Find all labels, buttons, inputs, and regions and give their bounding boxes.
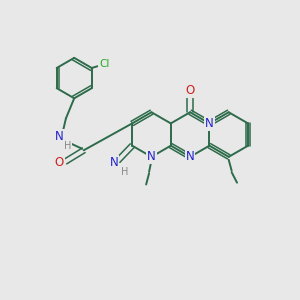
Text: N: N: [110, 156, 118, 169]
Text: H: H: [121, 167, 128, 177]
Text: O: O: [185, 84, 195, 98]
Text: Cl: Cl: [99, 59, 110, 69]
Text: N: N: [205, 117, 214, 130]
Text: N: N: [186, 150, 194, 163]
Text: O: O: [55, 156, 64, 169]
Text: H: H: [64, 141, 71, 151]
Text: N: N: [147, 150, 156, 163]
Text: N: N: [55, 130, 64, 143]
